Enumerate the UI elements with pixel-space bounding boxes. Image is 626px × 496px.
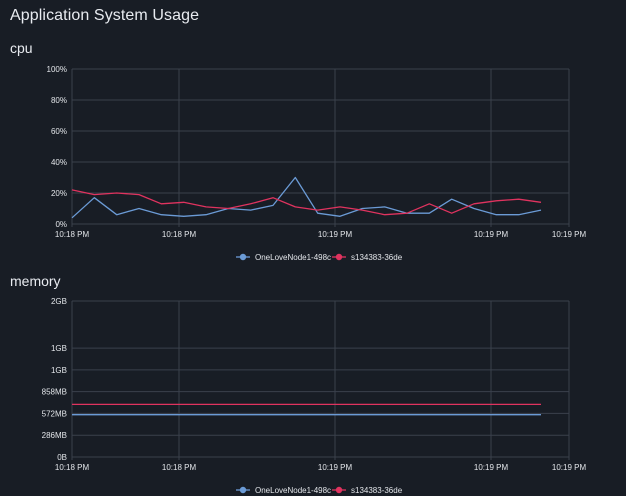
y-tick-label: 20% bbox=[51, 189, 67, 198]
legend-label: OneLoveNode1-498c bbox=[255, 486, 331, 495]
x-tick-label: 10:18 PM bbox=[162, 230, 197, 239]
legend-label: OneLoveNode1-498c bbox=[255, 253, 331, 262]
x-tick-label: 10:18 PM bbox=[55, 463, 90, 472]
legend-label: s134383-36de bbox=[351, 486, 403, 495]
legend-item-1[interactable]: OneLoveNode1-498c bbox=[236, 253, 331, 262]
memory-chart[interactable]: 0B 286MB 572MB 858MB 1GB 1GB 2GB 10:18 PM 10:18 … bbox=[0, 292, 626, 496]
legend-item-2[interactable]: s134383-36de bbox=[332, 486, 403, 495]
x-tick-label: 10:19 PM bbox=[474, 230, 509, 239]
legend-marker-icon bbox=[239, 486, 247, 494]
x-tick-label: 10:19 PM bbox=[552, 463, 587, 472]
x-tick-label: 10:18 PM bbox=[55, 230, 90, 239]
x-tick-label: 10:19 PM bbox=[318, 230, 353, 239]
y-tick-label: 80% bbox=[51, 96, 67, 105]
legend-label: s134383-36de bbox=[351, 253, 403, 262]
y-tick-label: 858MB bbox=[42, 388, 67, 397]
x-tick-label: 10:18 PM bbox=[162, 463, 197, 472]
series-line-2[interactable] bbox=[71, 189, 542, 216]
x-tick-label: 10:19 PM bbox=[318, 463, 353, 472]
page-title: Application System Usage bbox=[10, 7, 200, 24]
series-line-1[interactable] bbox=[71, 176, 542, 219]
legend-marker-icon bbox=[335, 486, 343, 494]
y-tick-label: 572MB bbox=[42, 409, 67, 418]
y-tick-label: 1GB bbox=[51, 344, 67, 353]
y-tick-label: 2GB bbox=[51, 297, 67, 306]
x-tick-label: 10:19 PM bbox=[552, 230, 587, 239]
y-tick-label: 286MB bbox=[42, 431, 67, 440]
y-tick-label: 0% bbox=[55, 220, 67, 229]
legend-item-1[interactable]: OneLoveNode1-498c bbox=[236, 486, 331, 495]
memory-panel-title: memory bbox=[10, 273, 61, 289]
y-tick-label: 0B bbox=[57, 453, 67, 462]
legend-marker-icon bbox=[335, 253, 343, 261]
legend-marker-icon bbox=[239, 253, 247, 261]
x-tick-label: 10:19 PM bbox=[474, 463, 509, 472]
y-tick-label: 60% bbox=[51, 127, 67, 136]
cpu-panel-title: cpu bbox=[10, 40, 33, 56]
legend-item-2[interactable]: s134383-36de bbox=[332, 253, 403, 262]
y-tick-label: 40% bbox=[51, 158, 67, 167]
y-tick-label: 100% bbox=[47, 65, 67, 74]
cpu-chart[interactable]: 0% 20% 40% 60% 80% 100% 10:18 PM 10:18 PM 10:19 … bbox=[0, 60, 626, 270]
y-tick-label: 1GB bbox=[51, 366, 67, 375]
